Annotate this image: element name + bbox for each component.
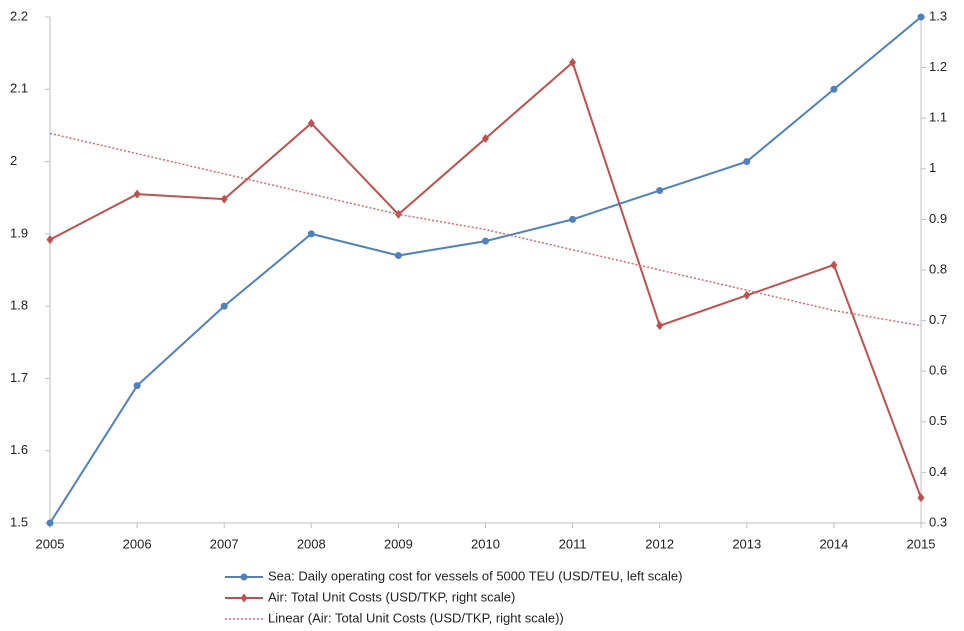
point (307, 118, 315, 128)
point (220, 194, 228, 204)
y-tick-label: 2.1 (10, 81, 28, 96)
point (307, 230, 315, 238)
point (656, 321, 664, 331)
y-tick-label: 1.9 (10, 225, 28, 240)
point (133, 189, 141, 199)
point (133, 382, 141, 390)
x-tick-label: 2009 (384, 536, 413, 551)
legend-label: Air: Total Unit Costs (USD/TKP, right sc… (268, 589, 515, 604)
point (46, 519, 54, 527)
y2-tick-label: 1.3 (929, 8, 947, 23)
legend-label: Sea: Daily operating cost for vessels of… (268, 568, 682, 583)
point (743, 290, 751, 300)
y2-tick-label: 0.4 (929, 464, 947, 479)
legend-label: Linear (Air: Total Unit Costs (USD/TKP, … (268, 610, 564, 625)
y-tick-label: 1.6 (10, 442, 28, 457)
x-tick-label: 2011 (559, 536, 587, 551)
y2-tick-label: 0.5 (929, 413, 947, 428)
y2-tick-label: 1.1 (929, 110, 947, 125)
point (46, 235, 54, 245)
y-tick-label: 1.5 (10, 514, 28, 529)
y2-tick-label: 1.2 (929, 59, 947, 74)
x-tick-label: 2010 (471, 536, 500, 551)
point (830, 85, 838, 93)
point (917, 13, 925, 21)
x-tick-label: 2007 (210, 536, 239, 551)
y2-tick-label: 0.6 (929, 363, 947, 378)
point (482, 133, 489, 143)
point (394, 252, 402, 260)
legend-marker (240, 573, 248, 581)
x-tick-label: 2005 (36, 536, 65, 551)
x-tick-label: 2006 (123, 536, 152, 551)
point (220, 302, 228, 310)
x-tick-label: 2013 (732, 536, 761, 551)
y-tick-label: 2 (10, 153, 17, 168)
y2-tick-label: 0.7 (929, 312, 947, 327)
series-line (49, 60, 922, 499)
point (830, 260, 838, 270)
x-tick-label: 2014 (819, 536, 848, 551)
y2-tick-label: 0.8 (929, 261, 947, 276)
y2-tick-label: 1 (929, 160, 936, 175)
point (917, 493, 925, 503)
series-line (49, 132, 922, 327)
y2-tick-label: 0.9 (929, 211, 947, 226)
legend-marker (240, 593, 248, 603)
y-tick-label: 1.8 (10, 298, 28, 313)
x-tick-label: 2008 (297, 536, 326, 551)
point (656, 186, 664, 194)
x-tick-label: 2015 (907, 536, 936, 551)
series-line (49, 16, 922, 524)
y-tick-label: 2.2 (10, 8, 28, 23)
point (569, 58, 577, 68)
point (569, 215, 577, 223)
point (743, 158, 751, 166)
x-tick-label: 2012 (645, 536, 674, 551)
y-tick-label: 1.7 (10, 370, 28, 385)
point (482, 237, 489, 245)
y2-tick-label: 0.3 (929, 514, 947, 529)
